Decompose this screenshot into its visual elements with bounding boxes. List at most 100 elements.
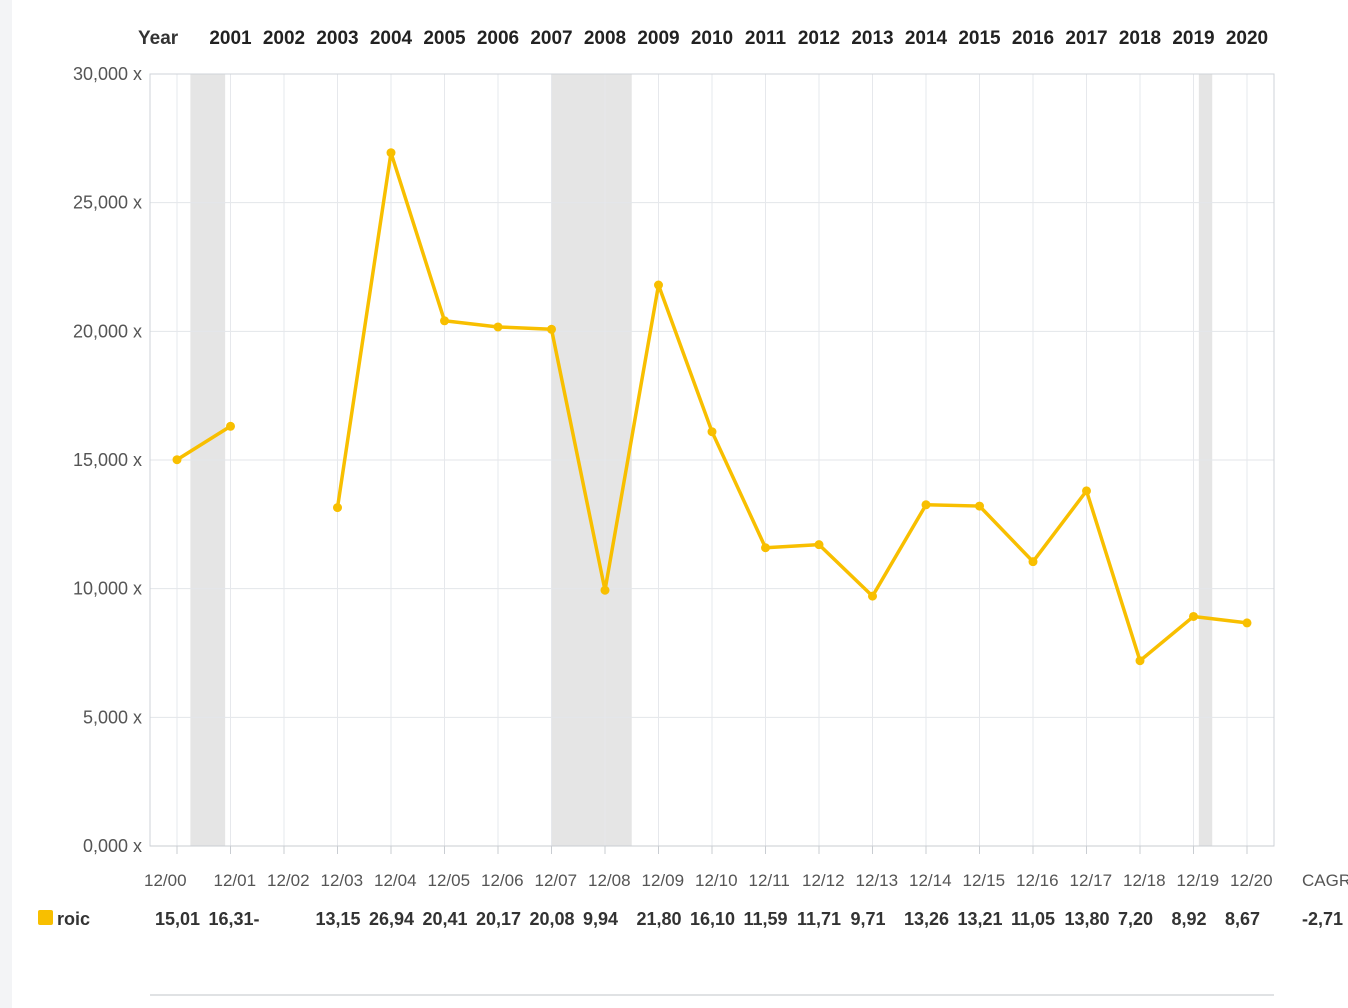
value-label-12-06: 20,17 [476, 909, 521, 929]
roic-point-12-08 [600, 585, 610, 595]
year-header-2007: 2007 [530, 28, 572, 49]
x-tick-label-5: 12/05 [428, 871, 471, 890]
roic-point-12-19 [1189, 611, 1198, 621]
roic-point-12-20 [1242, 618, 1252, 628]
year-header-2006: 2006 [477, 28, 519, 49]
chart-panel: Year 2001 2002 2003 2004 2005 2006 2007 2008 200… [12, 0, 1348, 1008]
roic-point-12-18 [1135, 656, 1145, 666]
x-tick-label-12: 12/12 [802, 871, 845, 890]
y-axis: 0,000 x 5,000 x 10,000 x 15,000 x 20,000 x 25… [73, 64, 142, 856]
year-header-2012: 2012 [798, 28, 840, 49]
roic-point-12-11 [761, 543, 770, 553]
x-tick-label-0: 12/00 [144, 871, 187, 890]
series-roic [172, 148, 1252, 666]
value-label-12-19: 8,92 [1172, 909, 1207, 929]
value-label-12-13: 9,71 [851, 909, 886, 929]
roic-point-12-14 [921, 500, 931, 510]
year-header-2015: 2015 [958, 28, 1001, 49]
y-tick-label-0: 0,000 x [83, 836, 142, 856]
roic-point-12-04 [386, 148, 396, 158]
value-label-12-09: 21,80 [637, 909, 682, 929]
year-header-2020: 2020 [1226, 28, 1268, 49]
roic-point-12-09 [654, 280, 663, 290]
value-label-12-12: 11,71 [797, 909, 841, 929]
value-label-12-05: 20,41 [423, 909, 468, 929]
roic-point-12-01 [226, 421, 235, 431]
value-row: roic CAGR -2,71 15,01 16,31- 13,15 26,94 20,… [38, 871, 1348, 929]
y-tick-label-6: 30,000 x [73, 64, 142, 84]
year-header-2009: 2009 [637, 28, 679, 49]
year-header-2011: 2011 [745, 28, 787, 49]
x-tick-label-6: 12/06 [481, 871, 524, 890]
legend-swatch-roic [38, 910, 53, 925]
roic-point-12-13 [868, 591, 877, 601]
year-header-2004: 2004 [370, 28, 413, 49]
x-tick-label-13: 12/13 [856, 871, 899, 890]
value-label-12-14: 13,26 [904, 909, 949, 929]
value-label-12-18: 7,20 [1118, 909, 1153, 929]
y-tick-label-3: 15,000 x [73, 450, 142, 470]
x-tick-label-10: 12/10 [695, 871, 738, 890]
year-header-2003: 2003 [316, 28, 358, 49]
year-header-2001: 2001 [209, 28, 252, 49]
y-tick-label-2: 10,000 x [73, 579, 142, 599]
roic-point-12-16 [1028, 557, 1038, 567]
x-tick-label-16: 12/16 [1016, 871, 1059, 890]
x-tick-label-18: 12/18 [1123, 871, 1166, 890]
x-tick-label-2: 12/02 [267, 871, 310, 890]
x-tick-label-8: 12/08 [588, 871, 631, 890]
roic-line-segment-1 [335, 150, 1249, 663]
year-header-label: Year [138, 28, 179, 49]
year-header-2002: 2002 [263, 28, 305, 49]
roic-point-12-12 [814, 540, 824, 550]
roic-point-12-00 [172, 455, 182, 465]
year-header-2005: 2005 [423, 28, 466, 49]
year-header-2008: 2008 [584, 28, 626, 49]
value-label-12-17: 13,80 [1065, 909, 1110, 929]
roic-point-12-15 [975, 501, 984, 511]
value-label-12-00: 15,01 [155, 909, 200, 929]
value-label-12-10: 16,10 [690, 909, 735, 929]
x-tick-label-3: 12/03 [321, 871, 364, 890]
x-tick-label-15: 12/15 [963, 871, 1006, 890]
value-label-12-01: 16,31- [209, 909, 260, 929]
x-tick-label-19: 12/19 [1177, 871, 1220, 890]
roic-point-12-17 [1082, 486, 1091, 496]
x-tick-label-4: 12/04 [374, 871, 417, 890]
value-label-12-16: 11,05 [1011, 909, 1055, 929]
x-tick-label-1: 12/01 [214, 871, 257, 890]
roic-point-12-05 [440, 316, 449, 326]
value-label-12-08: 9,94 [583, 909, 618, 929]
x-tick-label-20: 12/20 [1230, 871, 1273, 890]
roic-point-12-10 [707, 427, 717, 437]
roic-point-12-03 [333, 503, 342, 513]
y-tick-label-4: 20,000 x [73, 321, 142, 341]
value-label-12-11: 11,59 [744, 909, 788, 929]
x-tick-label-9: 12/09 [642, 871, 685, 890]
value-label-12-15: 13,21 [958, 909, 1003, 929]
roic-point-12-07 [547, 324, 556, 334]
grid-lines [150, 73, 1274, 847]
year-header-2010: 2010 [691, 28, 733, 49]
year-header-row: Year 2001 2002 2003 2004 2005 2006 2007 2008 200… [138, 28, 1268, 49]
x-tick-label-7: 12/07 [535, 871, 578, 890]
year-header-2018: 2018 [1119, 28, 1161, 49]
year-header-2016: 2016 [1012, 28, 1054, 49]
x-axis: 12/00 12/01 12/02 12/03 12/04 12/05 12/06 12/07… [144, 845, 1274, 890]
y-tick-label-5: 25,000 x [73, 193, 142, 213]
roic-line-chart: Year 2001 2002 2003 2004 2005 2006 2007 2008 200… [38, 28, 1348, 996]
value-label-12-03: 13,15 [316, 909, 361, 929]
legend-label-roic: roic [57, 909, 90, 929]
year-header-2014: 2014 [905, 28, 948, 49]
roic-line-segment-0 [175, 424, 233, 462]
value-label-12-07: 20,08 [530, 909, 575, 929]
x-tick-label-11: 12/11 [749, 871, 790, 890]
year-header-2017: 2017 [1065, 28, 1107, 49]
roic-point-12-06 [493, 322, 503, 332]
x-tick-label-14: 12/14 [909, 871, 952, 890]
cagr-header: CAGR [1302, 871, 1348, 890]
year-header-2019: 2019 [1172, 28, 1214, 49]
value-label-12-04: 26,94 [369, 909, 414, 929]
value-label-12-20: 8,67 [1225, 909, 1260, 929]
year-header-2013: 2013 [851, 28, 893, 49]
